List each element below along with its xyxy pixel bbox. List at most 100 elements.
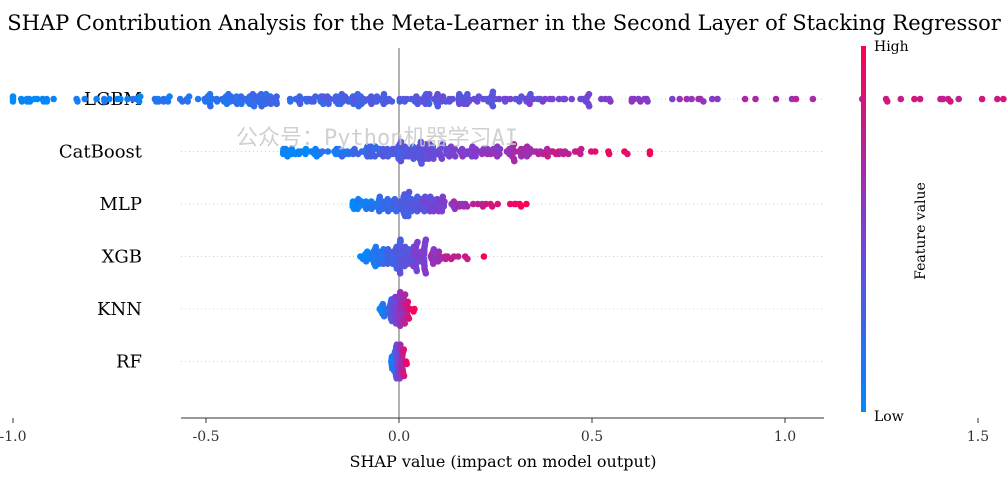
shap-point-lgbm bbox=[18, 98, 26, 105]
shap-point-lgbm bbox=[708, 95, 716, 103]
shap-point-catboost bbox=[439, 141, 447, 148]
shap-point-catboost bbox=[451, 153, 459, 160]
shap-point-mlp bbox=[463, 203, 471, 210]
shap-point-lgbm bbox=[700, 98, 707, 105]
shap-point-lgbm bbox=[106, 95, 113, 103]
shap-point-lgbm bbox=[994, 95, 1001, 103]
shap-point-mlp bbox=[440, 203, 448, 210]
shap-point-xgb bbox=[430, 246, 438, 253]
shap-point-lgbm bbox=[238, 100, 245, 108]
shap-point-catboost bbox=[544, 153, 551, 160]
colorbar-high-label: High bbox=[874, 39, 909, 55]
shap-point-mlp bbox=[441, 198, 448, 205]
shap-point-lgbm bbox=[489, 102, 497, 110]
shap-point-catboost bbox=[451, 145, 459, 153]
shap-point-mlp bbox=[488, 203, 496, 210]
shap-point-catboost bbox=[418, 160, 425, 167]
shap-point-mlp bbox=[391, 195, 399, 203]
shap-point-lgbm bbox=[568, 95, 575, 103]
beeswarm-points bbox=[9, 88, 1007, 382]
shap-point-lgbm bbox=[585, 90, 593, 98]
shap-point-catboost bbox=[397, 138, 405, 146]
shap-point-catboost bbox=[511, 157, 518, 165]
shap-point-lgbm bbox=[978, 95, 986, 103]
feature-label-knn: KNN bbox=[97, 299, 142, 320]
shap-point-lgbm bbox=[273, 100, 281, 108]
colorbar-low-label: Low bbox=[874, 409, 904, 425]
x-tick-label: 1.0 bbox=[774, 429, 796, 445]
shap-point-lgbm bbox=[752, 95, 759, 103]
shap-point-lgbm bbox=[669, 95, 676, 103]
shap-point-catboost bbox=[430, 155, 437, 162]
shap-point-lgbm bbox=[607, 98, 614, 105]
shap-point-rf bbox=[400, 346, 408, 353]
shap-point-lgbm bbox=[166, 93, 173, 100]
shap-point-xgb bbox=[413, 267, 421, 275]
shap-point-lgbm bbox=[9, 93, 17, 100]
shap-point-catboost bbox=[324, 148, 332, 155]
shap-point-lgbm bbox=[911, 95, 918, 103]
shap-point-lgbm bbox=[213, 98, 221, 105]
shap-point-lgbm bbox=[74, 98, 81, 105]
shap-point-lgbm bbox=[207, 102, 214, 110]
feature-label-mlp: MLP bbox=[100, 194, 143, 215]
shap-point-lgbm bbox=[273, 93, 280, 100]
x-tick-label: -0.5 bbox=[193, 429, 220, 445]
shap-point-lgbm bbox=[185, 93, 193, 100]
shap-point-xgb bbox=[372, 243, 380, 251]
shap-point-lgbm bbox=[194, 95, 202, 103]
shap-point-lgbm bbox=[93, 95, 100, 103]
shap-point-knn bbox=[411, 305, 418, 313]
shap-point-mlp bbox=[421, 193, 429, 201]
shap-point-rf bbox=[400, 372, 408, 380]
shap-point-lgbm bbox=[897, 95, 905, 103]
shap-point-lgbm bbox=[955, 95, 962, 103]
shap-point-lgbm bbox=[489, 88, 497, 96]
shap-point-mlp bbox=[405, 212, 412, 220]
shap-point-knn bbox=[405, 315, 413, 322]
shap-point-catboost bbox=[496, 145, 504, 153]
shap-point-catboost bbox=[591, 148, 599, 155]
shap-point-knn bbox=[404, 298, 412, 306]
shap-point-lgbm bbox=[884, 98, 891, 105]
shap-point-lgbm bbox=[373, 93, 381, 100]
feature-label-lgbm: LGBM bbox=[84, 89, 142, 110]
shap-point-xgb bbox=[454, 253, 462, 260]
shap-point-rf bbox=[403, 360, 411, 368]
shap-point-lgbm bbox=[683, 95, 690, 103]
shap-point-xgb bbox=[422, 270, 430, 277]
shap-point-lgbm bbox=[792, 95, 800, 103]
shap-point-knn bbox=[401, 320, 409, 327]
shap-point-lgbm bbox=[741, 95, 749, 103]
shap-point-catboost bbox=[397, 157, 405, 165]
shap-point-lgbm bbox=[1000, 95, 1007, 103]
shap-point-lgbm bbox=[388, 98, 396, 105]
colorbar bbox=[861, 46, 866, 412]
shap-point-lgbm bbox=[585, 102, 593, 110]
shap-point-catboost bbox=[510, 141, 518, 148]
shap-point-xgb bbox=[397, 238, 405, 245]
shap-point-lgbm bbox=[249, 90, 257, 98]
shap-point-catboost bbox=[577, 145, 585, 153]
shap-point-xgb bbox=[464, 255, 471, 263]
shap-point-lgbm bbox=[34, 95, 41, 103]
shap-point-lgbm bbox=[527, 90, 534, 98]
shap-point-lgbm bbox=[465, 98, 473, 105]
shap-point-lgbm bbox=[495, 95, 503, 103]
feature-rows: LGBM CatBoost MLP XGB KNN RF bbox=[59, 89, 824, 373]
x-tick-label: 1.5 bbox=[967, 429, 989, 445]
shap-point-knn bbox=[379, 300, 387, 308]
shap-point-lgbm bbox=[561, 95, 569, 103]
feature-label-catboost: CatBoost bbox=[59, 142, 143, 163]
shap-point-lgbm bbox=[714, 95, 721, 103]
shap-point-lgbm bbox=[541, 95, 549, 103]
shap-point-lgbm bbox=[155, 98, 162, 105]
feature-label-xgb: XGB bbox=[102, 247, 142, 268]
shap-point-mlp bbox=[523, 200, 530, 208]
x-tick-label: 0.5 bbox=[581, 429, 603, 445]
shap-point-lgbm bbox=[136, 93, 144, 100]
shap-point-lgbm bbox=[507, 95, 514, 103]
chart-title: SHAP Contribution Analysis for the Meta-… bbox=[7, 11, 1002, 35]
shap-point-xgb bbox=[414, 238, 421, 246]
